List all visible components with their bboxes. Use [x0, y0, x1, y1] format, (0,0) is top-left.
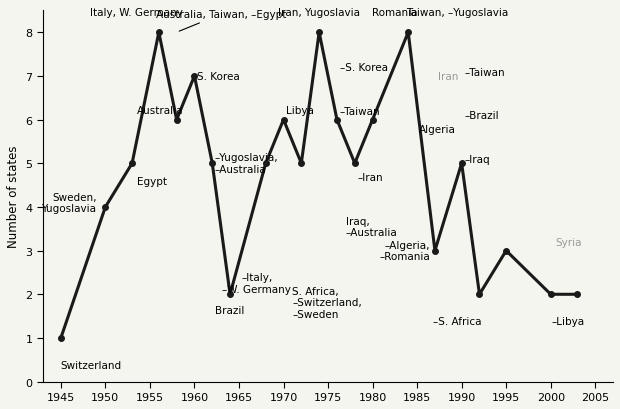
Y-axis label: Number of states: Number of states	[7, 146, 20, 248]
Text: Libya: Libya	[286, 106, 314, 116]
Text: S. Africa,
–Switzerland,
–Sweden: S. Africa, –Switzerland, –Sweden	[293, 286, 362, 319]
Text: Romania: Romania	[372, 8, 418, 18]
Text: Iran, Yugoslavia: Iran, Yugoslavia	[278, 8, 360, 18]
Text: Iraq,
–Australia: Iraq, –Australia	[346, 216, 397, 238]
Text: Italy, W. Germany: Italy, W. Germany	[90, 8, 183, 18]
Text: Switzerland: Switzerland	[61, 360, 122, 370]
Text: –Italy,
–W. Germany: –Italy, –W. Germany	[223, 273, 291, 294]
Text: –Taiwan: –Taiwan	[340, 107, 380, 117]
Text: –Iraq: –Iraq	[464, 155, 490, 164]
Text: Australia, Taiwan, –Egypt: Australia, Taiwan, –Egypt	[156, 10, 286, 32]
Text: S. Korea: S. Korea	[197, 72, 240, 82]
Text: –Taiwan: –Taiwan	[464, 67, 505, 77]
Text: Sweden,
Yugoslavia: Sweden, Yugoslavia	[42, 192, 97, 214]
Text: Algeria: Algeria	[419, 125, 456, 135]
Text: –Algeria,
–Romania: –Algeria, –Romania	[379, 240, 430, 262]
Text: –S. Korea: –S. Korea	[340, 63, 388, 73]
Text: –Brazil: –Brazil	[464, 111, 499, 121]
Text: Taiwan, –Yugoslavia: Taiwan, –Yugoslavia	[406, 8, 508, 18]
Text: Australia: Australia	[136, 106, 183, 116]
Text: Iran: Iran	[438, 72, 458, 82]
Text: –Libya: –Libya	[552, 316, 585, 326]
Text: Brazil: Brazil	[215, 306, 245, 315]
Text: –Yugoslavia,
–Australia: –Yugoslavia, –Australia	[215, 153, 278, 175]
Text: Syria: Syria	[555, 237, 582, 247]
Text: –S. Africa: –S. Africa	[433, 316, 482, 326]
Text: –Iran: –Iran	[358, 173, 383, 182]
Text: Egypt: Egypt	[136, 177, 167, 187]
